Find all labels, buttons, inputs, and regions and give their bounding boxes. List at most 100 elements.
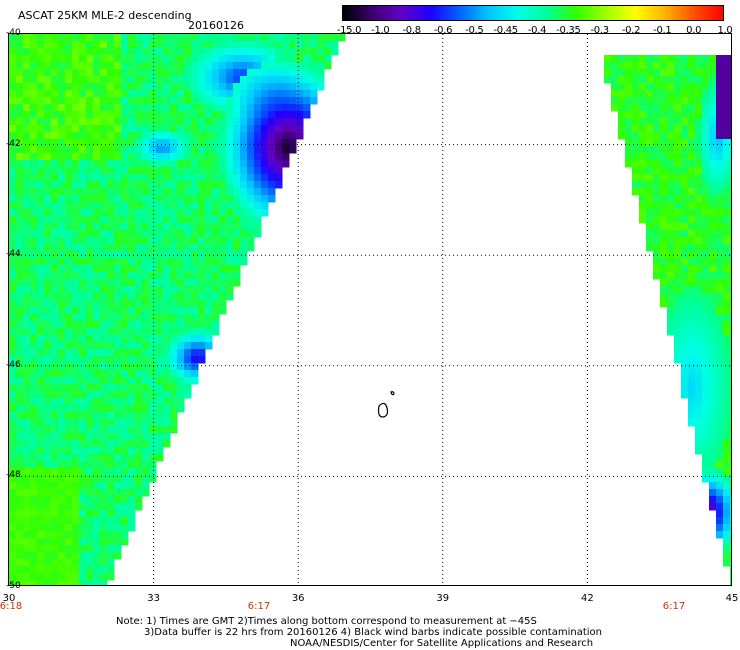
wind-cell — [128, 195, 136, 203]
wind-cell — [79, 104, 87, 112]
wind-cell — [177, 69, 185, 77]
wind-cell — [142, 279, 150, 287]
wind-cell — [170, 328, 178, 336]
wind-cell — [93, 377, 101, 385]
wind-cell — [716, 335, 724, 343]
wind-cell — [233, 160, 241, 168]
wind-cell — [716, 398, 724, 406]
wind-cell — [163, 391, 171, 399]
wind-cell — [688, 62, 696, 70]
wind-cell — [86, 244, 94, 252]
wind-cell — [177, 265, 185, 273]
wind-cell — [310, 62, 318, 70]
wind-cell — [16, 566, 24, 574]
wind-cell — [667, 188, 675, 196]
wind-cell — [191, 209, 199, 217]
wind-cell — [709, 55, 717, 63]
wind-cell — [730, 55, 731, 63]
wind-cell — [681, 97, 689, 105]
wind-cell — [9, 265, 17, 273]
wind-cell — [9, 384, 17, 392]
wind-cell — [730, 279, 731, 287]
wind-cell — [30, 510, 38, 518]
wind-cell — [114, 195, 122, 203]
wind-cell — [646, 111, 654, 119]
wind-cell — [219, 279, 227, 287]
wind-cell — [23, 41, 31, 49]
wind-cell — [723, 377, 731, 385]
wind-cell — [170, 48, 178, 56]
wind-cell — [149, 251, 157, 259]
wind-cell — [72, 55, 80, 63]
wind-cell — [93, 34, 101, 42]
wind-cell — [51, 468, 59, 476]
wind-cell — [121, 531, 129, 539]
wind-cell — [9, 496, 17, 504]
wind-cell — [114, 139, 122, 147]
wind-cell — [121, 461, 129, 469]
wind-cell — [86, 461, 94, 469]
wind-cell — [149, 83, 157, 91]
wind-cell — [653, 97, 661, 105]
wind-cell — [324, 48, 332, 56]
wind-cell — [9, 160, 17, 168]
wind-cell — [100, 377, 108, 385]
wind-cell — [23, 370, 31, 378]
color-scale-label: -0.5 — [465, 25, 484, 36]
wind-cell — [93, 202, 101, 210]
wind-cell — [72, 391, 80, 399]
wind-cell — [730, 272, 731, 280]
wind-cell — [37, 76, 45, 84]
wind-cell — [44, 244, 52, 252]
wind-cell — [79, 363, 87, 371]
wind-cell — [114, 55, 122, 63]
wind-cell — [653, 258, 661, 266]
wind-cell — [205, 139, 213, 147]
wind-cell — [93, 342, 101, 350]
wind-cell — [30, 426, 38, 434]
wind-cell — [156, 251, 164, 259]
wind-cell — [709, 195, 717, 203]
wind-cell — [163, 279, 171, 287]
wind-cell — [107, 69, 115, 77]
wind-cell — [114, 216, 122, 224]
wind-cell — [730, 139, 731, 147]
wind-cell — [695, 447, 703, 455]
wind-cell — [191, 328, 199, 336]
wind-cell — [177, 328, 185, 336]
wind-cell — [240, 118, 248, 126]
wind-cell — [128, 335, 136, 343]
wind-cell — [639, 118, 647, 126]
wind-cell — [667, 328, 675, 336]
wind-cell — [121, 398, 129, 406]
wind-cell — [44, 132, 52, 140]
wind-cell — [128, 125, 136, 133]
wind-cell — [730, 328, 731, 336]
wind-cell — [23, 237, 31, 245]
wind-cell — [163, 237, 171, 245]
wind-cell — [65, 573, 73, 581]
wind-cell — [65, 195, 73, 203]
wind-cell — [121, 195, 129, 203]
wind-cell — [261, 153, 269, 161]
wind-cell — [16, 342, 24, 350]
wind-cell — [233, 202, 241, 210]
wind-cell — [296, 41, 304, 49]
wind-cell — [632, 174, 640, 182]
wind-cell — [100, 195, 108, 203]
wind-cell — [254, 181, 262, 189]
wind-cell — [135, 286, 143, 294]
wind-cell — [156, 97, 164, 105]
wind-cell — [170, 125, 178, 133]
wind-cell — [723, 524, 731, 532]
wind-cell — [16, 83, 24, 91]
wind-cell — [695, 174, 703, 182]
wind-cell — [23, 342, 31, 350]
wind-cell — [653, 272, 661, 280]
wind-cell — [121, 517, 129, 525]
wind-cell — [121, 118, 129, 126]
wind-cell — [86, 531, 94, 539]
wind-cell — [667, 76, 675, 84]
wind-cell — [44, 580, 52, 585]
wind-cell — [198, 153, 206, 161]
